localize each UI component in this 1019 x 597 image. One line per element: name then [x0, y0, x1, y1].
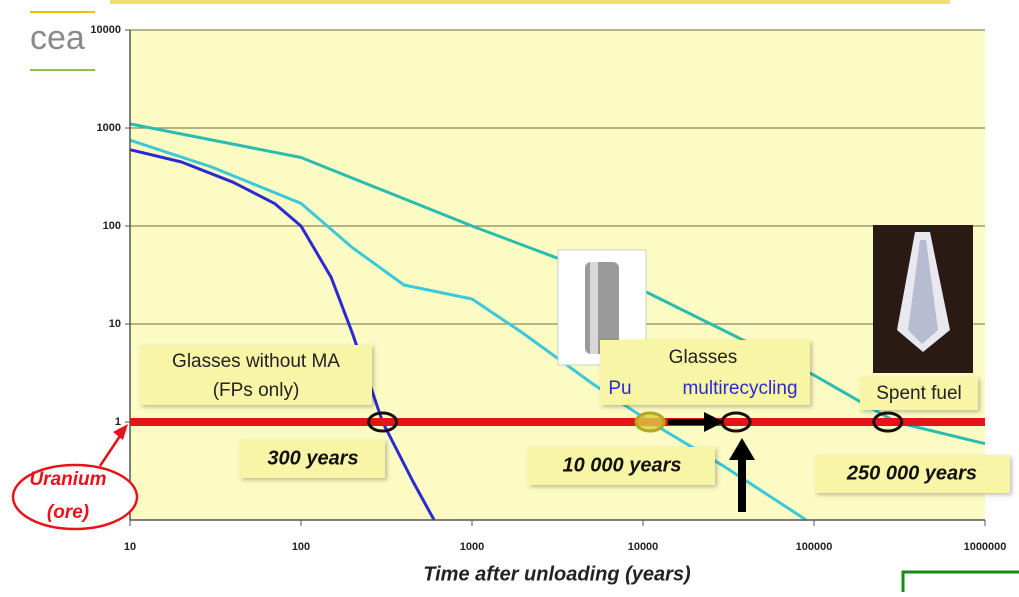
y-tick-label: 1: [115, 416, 121, 428]
chart: 1 10 100 1000 10000 10 100 1000 10000 100000 10000…: [0, 0, 1019, 592]
x-tick-label: 100000: [796, 541, 833, 553]
x-axis-label: Time after unloading (years): [423, 563, 691, 585]
x-tick-label: 10000: [628, 541, 659, 553]
x-tick-label: 100: [292, 541, 310, 553]
annotation: Glasses: [669, 347, 738, 368]
x-tick-label: 1000: [460, 541, 484, 553]
logo: cea: [30, 19, 85, 57]
x-tick-label: 1000000: [964, 541, 1007, 553]
annotation: (ore): [47, 502, 89, 523]
annotation: 250 000 years: [846, 462, 977, 484]
top-band: [110, 0, 950, 4]
y-tick-label: 100: [103, 220, 121, 232]
fuel-image: [873, 225, 973, 373]
y-tick-label: 10: [109, 318, 121, 330]
annotation: Uranium: [29, 469, 106, 490]
annotation: 10 000 years: [562, 454, 681, 476]
y-tick-label: 1000: [97, 122, 121, 134]
annotation: Pu: [608, 378, 631, 399]
x-tick-label: 10: [124, 541, 136, 553]
annotation: Spent fuel: [876, 383, 962, 404]
annotation: (FPs only): [213, 380, 300, 401]
annotation: Glasses without MA: [172, 351, 340, 372]
y-tick-label: 10000: [90, 24, 121, 36]
crossing-marker: [636, 413, 664, 431]
annotation: 300 years: [267, 447, 358, 469]
annotation: multirecycling: [682, 378, 797, 399]
